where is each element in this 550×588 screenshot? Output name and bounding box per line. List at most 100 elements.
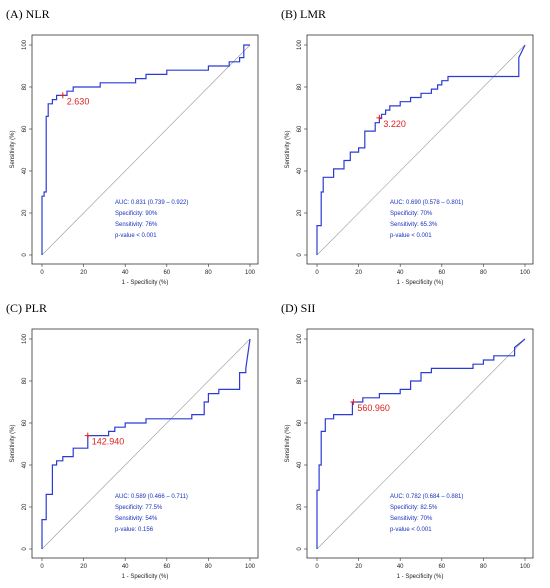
x-tick-label: 60 xyxy=(163,564,170,570)
x-tick-label: 100 xyxy=(520,270,531,276)
y-tick-label: 80 xyxy=(297,83,303,90)
roc-panel-lmr: (B) LMR 0 0 20 20 40 40 60 60 80 80 100 100 1 - Speci… xyxy=(275,0,550,294)
x-tick-label: 0 xyxy=(315,270,319,276)
y-tick-label: 60 xyxy=(297,125,303,132)
x-tick-label: 0 xyxy=(315,564,319,570)
x-tick-label: 80 xyxy=(205,270,212,276)
x-tick-label: 60 xyxy=(438,270,445,276)
x-tick-label: 20 xyxy=(80,270,87,276)
y-axis-label: Sensitivity (%) xyxy=(285,424,291,462)
y-tick-label: 80 xyxy=(22,83,28,90)
plot-frame xyxy=(31,328,259,559)
y-tick-label: 100 xyxy=(22,333,28,344)
x-tick-label: 20 xyxy=(355,564,362,570)
chart-title: (C) PLR xyxy=(6,301,47,315)
y-tick-label: 20 xyxy=(22,503,28,510)
stat-line: Specificity: 90% xyxy=(115,211,158,217)
y-tick-label: 40 xyxy=(22,461,28,468)
plot-frame xyxy=(306,328,534,559)
cutoff-label: 560.960 xyxy=(357,403,390,413)
stat-line: p-value < 0.001 xyxy=(390,527,432,533)
y-tick-label: 0 xyxy=(297,547,303,551)
stat-line: AUC: 0.589 (0.466 – 0.711) xyxy=(115,494,188,500)
plot-frame xyxy=(31,34,259,265)
y-tick-label: 20 xyxy=(22,209,28,216)
roc-panel-sii: (D) SII 0 0 20 20 40 40 60 60 80 80 100 100 1 - Speci… xyxy=(275,294,550,588)
x-tick-label: 80 xyxy=(205,564,212,570)
x-axis-label: 1 - Specificity (%) xyxy=(122,280,169,286)
stat-line: p-value: 0.156 xyxy=(115,527,154,533)
roc-curve-line xyxy=(316,338,526,549)
y-tick-label: 0 xyxy=(22,547,28,551)
stat-line: Sensitivity: 65.3% xyxy=(390,222,438,228)
x-axis-label: 1 - Specificity (%) xyxy=(397,280,444,286)
x-tick-label: 80 xyxy=(480,564,487,570)
stat-line: p-value < 0.001 xyxy=(115,233,157,239)
y-axis-label: Sensitivity (%) xyxy=(285,130,291,168)
y-axis-label: Sensitivity (%) xyxy=(10,424,16,462)
roc-curve-line xyxy=(316,44,526,255)
stat-line: Specificity: 70% xyxy=(390,211,433,217)
cutoff-label: 2.630 xyxy=(67,96,90,106)
chart-title: (D) SII xyxy=(281,301,315,315)
y-tick-label: 0 xyxy=(297,253,303,257)
y-axis-label: Sensitivity (%) xyxy=(10,130,16,168)
reference-diagonal xyxy=(316,44,526,256)
stat-line: AUC: 0.831 (0.739 – 0.922) xyxy=(115,200,188,206)
x-tick-label: 40 xyxy=(397,270,404,276)
x-tick-label: 20 xyxy=(355,270,362,276)
roc-chart-svg: (B) LMR 0 0 20 20 40 40 60 60 80 80 100 100 1 - Speci… xyxy=(281,7,534,286)
x-tick-label: 60 xyxy=(163,270,170,276)
x-tick-label: 100 xyxy=(520,564,531,570)
x-axis-label: 1 - Specificity (%) xyxy=(397,574,444,580)
y-tick-label: 80 xyxy=(22,377,28,384)
x-tick-label: 0 xyxy=(40,564,44,570)
y-tick-label: 100 xyxy=(22,39,28,50)
stat-line: Sensitivity: 54% xyxy=(115,516,158,522)
y-tick-label: 20 xyxy=(297,209,303,216)
y-tick-label: 40 xyxy=(22,167,28,174)
x-tick-label: 40 xyxy=(122,564,129,570)
reference-diagonal xyxy=(316,338,526,550)
stat-line: AUC: 0.782 (0.684 – 0.881) xyxy=(390,494,463,500)
y-tick-label: 0 xyxy=(22,253,28,257)
stat-line: AUC: 0.690 (0.578 – 0.801) xyxy=(390,200,463,206)
reference-diagonal xyxy=(41,338,251,550)
reference-diagonal xyxy=(41,44,251,256)
roc-chart-svg: (C) PLR 0 0 20 20 40 40 60 60 80 80 100 100 1 - Speci… xyxy=(6,301,259,580)
x-tick-label: 40 xyxy=(397,564,404,570)
chart-title: (A) NLR xyxy=(6,7,50,21)
y-tick-label: 100 xyxy=(297,39,303,50)
x-tick-label: 100 xyxy=(245,270,256,276)
chart-title: (B) LMR xyxy=(281,7,326,21)
x-tick-label: 40 xyxy=(122,270,129,276)
y-tick-label: 60 xyxy=(297,419,303,426)
y-tick-label: 80 xyxy=(297,377,303,384)
x-tick-label: 100 xyxy=(245,564,256,570)
y-tick-label: 20 xyxy=(297,503,303,510)
x-axis-label: 1 - Specificity (%) xyxy=(122,574,169,580)
cutoff-label: 3.220 xyxy=(383,119,406,129)
x-tick-label: 80 xyxy=(480,270,487,276)
y-tick-label: 40 xyxy=(297,461,303,468)
plot-frame xyxy=(306,34,534,265)
x-tick-label: 20 xyxy=(80,564,87,570)
cutoff-label: 142.940 xyxy=(92,437,125,447)
roc-curve-line xyxy=(41,44,250,255)
stat-line: Sensitivity: 76% xyxy=(115,222,158,228)
roc-chart-svg: (D) SII 0 0 20 20 40 40 60 60 80 80 100 100 1 - Speci… xyxy=(281,301,534,580)
y-tick-label: 100 xyxy=(297,333,303,344)
x-tick-label: 0 xyxy=(40,270,44,276)
roc-panel-nlr: (A) NLR 0 0 20 20 40 40 60 60 80 80 100 100 1 - Speci… xyxy=(0,0,275,294)
roc-chart-svg: (A) NLR 0 0 20 20 40 40 60 60 80 80 100 100 1 - Speci… xyxy=(6,7,259,286)
stat-line: p-value < 0.001 xyxy=(390,233,432,239)
roc-panel-plr: (C) PLR 0 0 20 20 40 40 60 60 80 80 100 100 1 - Speci… xyxy=(0,294,275,588)
stat-line: Sensitivity: 70% xyxy=(390,516,433,522)
y-tick-label: 60 xyxy=(22,125,28,132)
stat-line: Specificity: 82.5% xyxy=(390,505,438,511)
x-tick-label: 60 xyxy=(438,564,445,570)
stat-line: Specificity: 77.5% xyxy=(115,505,163,511)
y-tick-label: 60 xyxy=(22,419,28,426)
y-tick-label: 40 xyxy=(297,167,303,174)
roc-curve-line xyxy=(41,338,251,549)
